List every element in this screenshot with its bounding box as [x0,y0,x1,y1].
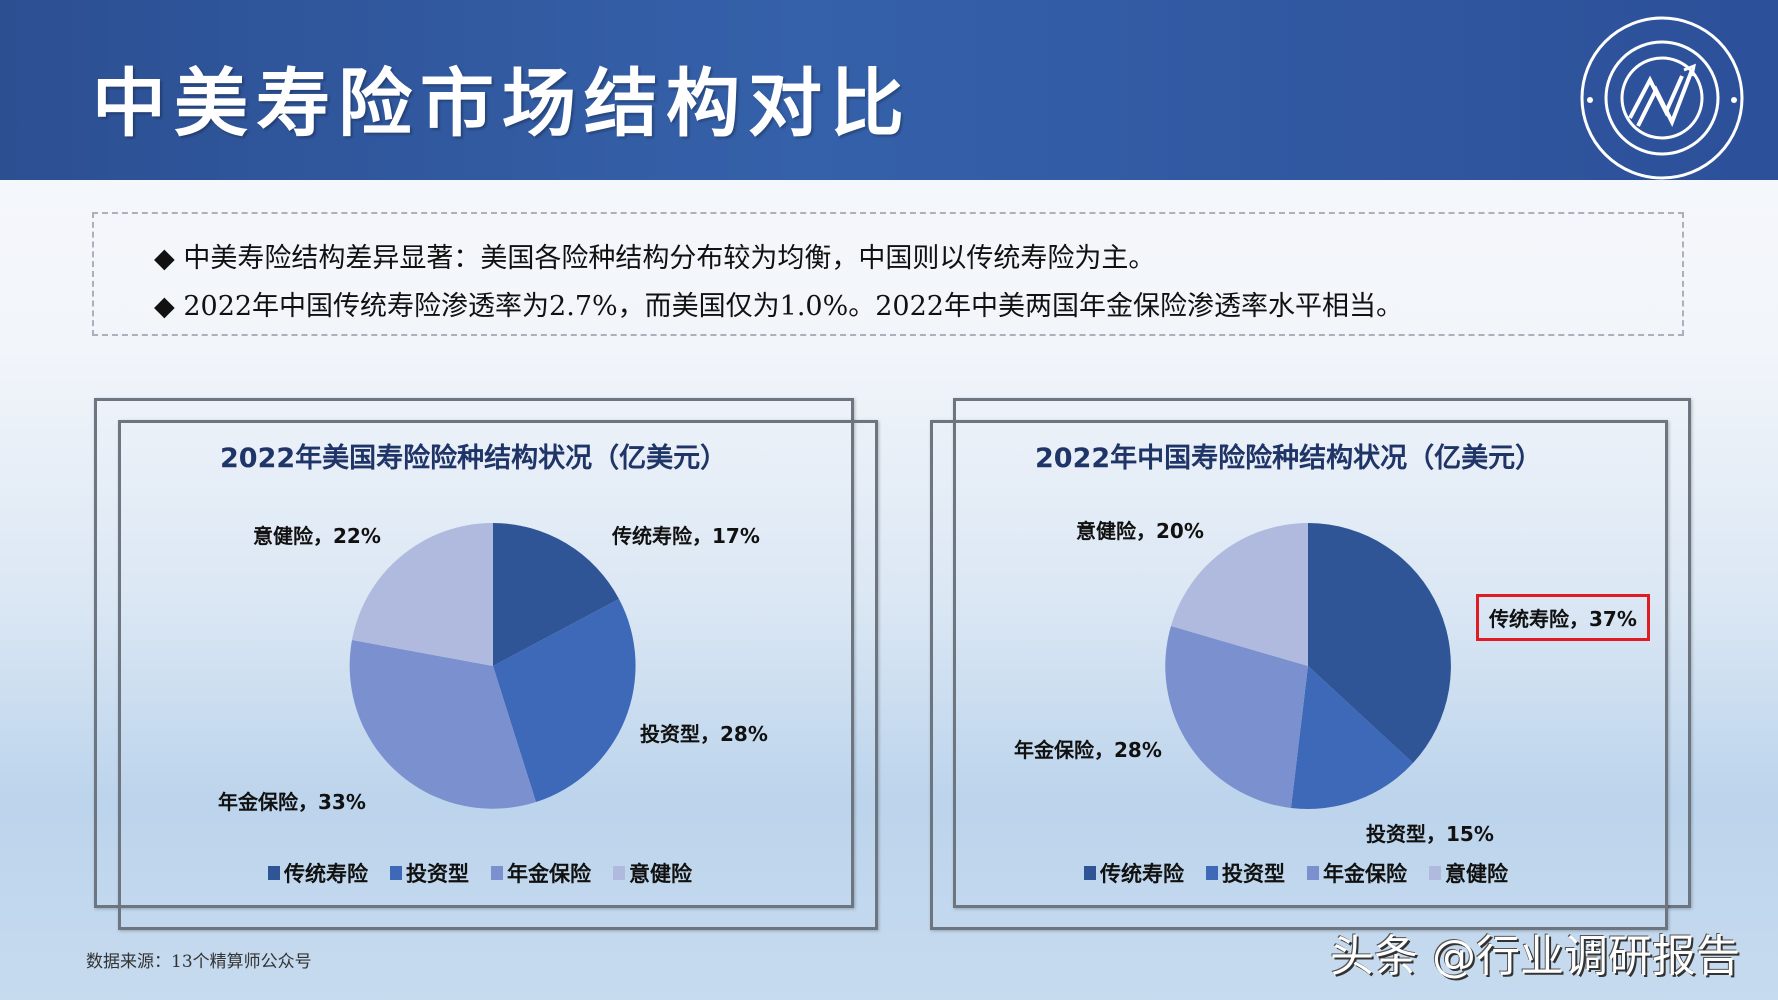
us-slice-annuity [349,640,536,809]
us-label-traditional: 传统寿险，17% [612,524,760,548]
cn-slice-annuity [1165,626,1308,808]
summary-box: ◆ 中美寿险结构差异显著：美国各险种结构分布较为均衡，中国则以传统寿险为主。 ◆… [92,212,1684,336]
us-label-health: 意健险，22% [253,524,381,548]
cn-label-traditional-highlighted: 传统寿险，37% [1476,594,1650,641]
us-slice-health [352,522,493,666]
chart-frame-outer [94,398,854,908]
cn-label-health: 意健险，20% [1076,519,1204,543]
cn-slice-health [1171,523,1308,666]
summary-bullet: ◆ 2022年中国传统寿险渗透率为2.7%，而美国仅为1.0%。2022年中美两… [154,291,1403,322]
us-legend: 传统寿险 投资型 年金保险 意健险 [268,858,692,888]
data-source-note: 数据来源：13个精算师公众号 [86,952,312,972]
cn-slice-investment [1291,666,1413,810]
watermark: 头条 @行业调研报告 [1330,931,1740,982]
cn-label-annuity: 年金保险，28% [1014,738,1162,762]
cn-legend: 传统寿险 投资型 年金保险 意健险 [1084,858,1508,888]
us-label-investment: 投资型，28% [640,722,768,746]
legend-swatch-icon [1084,866,1096,880]
header-banner: 中美寿险市场结构对比 [0,0,1778,180]
us-slice-traditional [493,523,619,666]
chart-frame-outer [953,398,1691,908]
legend-swatch-icon [390,866,402,880]
summary-bullet: ◆ 中美寿险结构差异显著：美国各险种结构分布较为均衡，中国则以传统寿险为主。 [154,243,1156,274]
us-slice-investment [493,599,636,802]
cn-label-investment: 投资型，15% [1366,822,1494,846]
us-label-annuity: 年金保险，33% [218,790,366,814]
legend-swatch-icon [491,866,503,880]
legend-swatch-icon [1206,866,1218,880]
legend-swatch-icon [1307,866,1319,880]
page-title: 中美寿险市场结构对比 [92,61,912,147]
research-center-seal-logo-icon [1580,16,1744,180]
chart-frame-inner [118,420,878,930]
chart-frame-inner [930,420,1668,930]
cn-slice-traditional [1308,523,1451,763]
legend-swatch-icon [268,866,280,880]
cn-chart-title: 2022年中国寿险险种结构状况（亿美元） [1035,443,1543,474]
us-chart-title: 2022年美国寿险险种结构状况（亿美元） [220,443,728,474]
legend-swatch-icon [1429,866,1441,880]
legend-swatch-icon [613,866,625,880]
